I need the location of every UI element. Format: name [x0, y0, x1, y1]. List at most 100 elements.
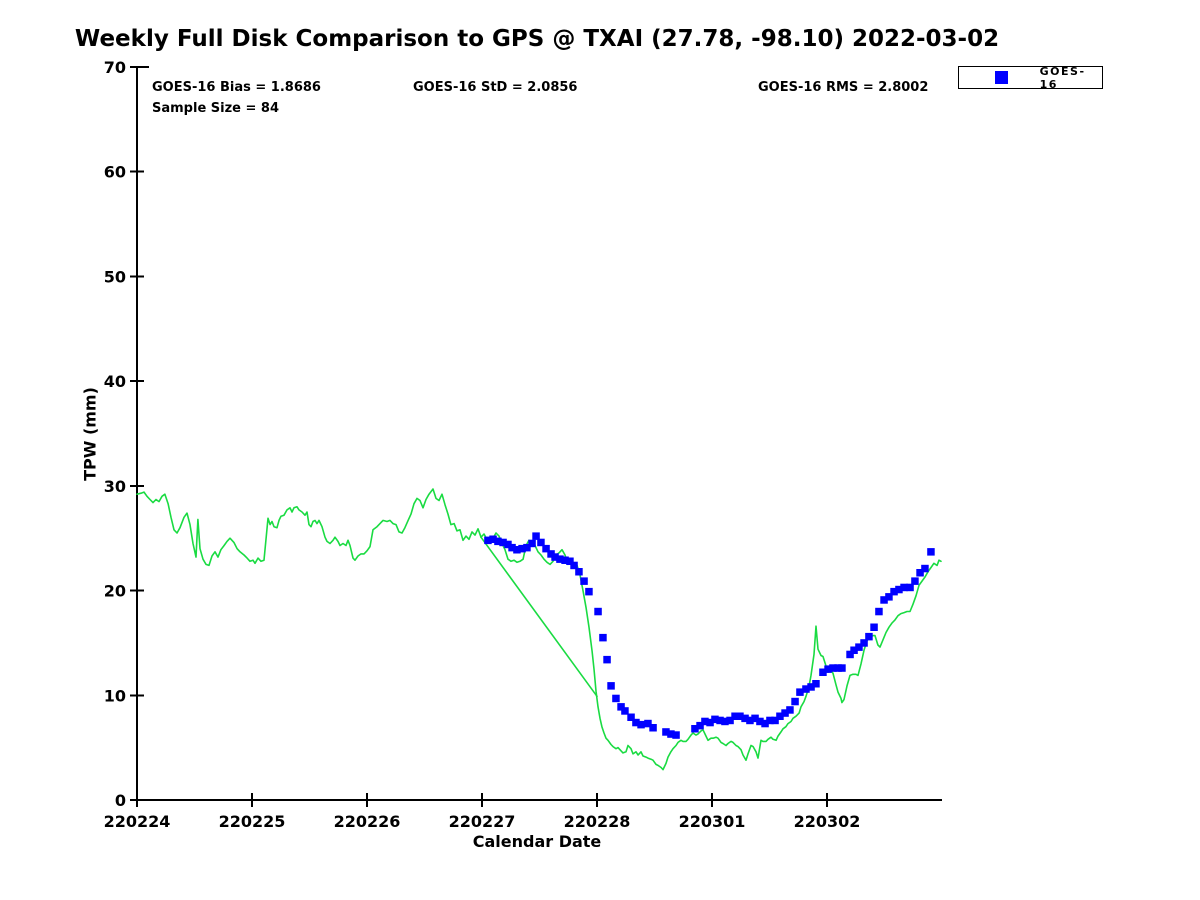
goes-16-point — [489, 535, 497, 543]
goes-16-point — [802, 685, 810, 693]
goes-16-point — [575, 568, 583, 576]
y-tick-label: 10 — [104, 686, 126, 705]
chart-title: Weekly Full Disk Comparison to GPS @ TXA… — [74, 26, 1000, 52]
y-tick-label: 50 — [104, 267, 126, 286]
goes-16-point — [716, 716, 724, 725]
x-tick-label: 220225 — [219, 812, 286, 831]
goes-16-point — [508, 543, 516, 552]
goes-16-point — [812, 680, 820, 688]
goes-16-point — [726, 716, 734, 725]
goes-16-point — [875, 607, 883, 616]
goes-16-point — [599, 633, 607, 642]
y-tick-label: 60 — [104, 163, 126, 182]
goes-16-point — [746, 716, 754, 725]
goes-16-point — [484, 536, 492, 545]
goes-16-point — [796, 688, 804, 696]
goes-16-point — [706, 718, 714, 727]
stat-std: GOES-16 StD = 2.0856 — [413, 80, 578, 95]
goes-16-point — [791, 697, 799, 706]
goes16-square-marker-icon — [995, 71, 1008, 84]
x-axis-title: Calendar Date — [472, 832, 602, 851]
goes-16-point — [607, 682, 615, 690]
goes-16-point — [580, 577, 588, 585]
goes-16-point — [667, 730, 675, 738]
goes-16-point — [537, 538, 545, 547]
goes-16-point — [570, 561, 578, 570]
goes-16-point — [771, 716, 779, 725]
goes-16-point — [612, 694, 620, 703]
goes-16-point — [860, 639, 868, 647]
goes-16-point — [824, 665, 832, 673]
goes-16-point — [731, 712, 739, 720]
goes-16-point — [621, 707, 629, 715]
goes-16-point — [513, 546, 521, 554]
goes-16-point — [547, 550, 555, 558]
goes-16-point — [566, 557, 574, 565]
goes-16-point — [855, 643, 863, 651]
goes-16-point — [594, 607, 602, 616]
goes-16-point — [927, 548, 935, 556]
goes-16-point — [786, 706, 794, 714]
y-axis-title: TPW (mm) — [80, 387, 100, 481]
y-tick-label: 30 — [104, 477, 126, 496]
x-tick-label: 220227 — [449, 812, 516, 831]
goes-16-point — [561, 556, 569, 564]
goes-16-point — [721, 717, 729, 726]
goes-16-point — [632, 718, 640, 727]
goes-16-point — [528, 539, 536, 548]
y-tick-label: 40 — [104, 372, 126, 391]
x-tick-label: 220301 — [679, 812, 746, 831]
goes-16-point — [900, 583, 908, 592]
goes-16-point — [696, 721, 704, 730]
legend-label: GOES-16 — [1039, 64, 1086, 91]
x-tick-label: 220226 — [334, 812, 401, 831]
goes-16-point — [504, 540, 512, 549]
goes-16-point — [741, 714, 749, 723]
y-tick-label: 20 — [104, 582, 126, 601]
goes-16-point — [761, 719, 769, 728]
goes-16-point — [838, 664, 846, 672]
goes-16-point — [921, 564, 929, 573]
goes-16-point — [644, 719, 652, 728]
goes-16-point — [499, 538, 507, 547]
goes-16-point — [880, 596, 888, 604]
goes-16-point — [542, 544, 550, 553]
goes-16-points — [484, 532, 935, 739]
goes-16-point — [807, 683, 815, 691]
y-tick-label: 70 — [104, 58, 126, 77]
x-tick-label: 220224 — [104, 812, 171, 831]
x-tick-label: 220302 — [794, 812, 861, 831]
goes-16-point — [672, 731, 680, 739]
y-tick-label: 0 — [115, 791, 126, 810]
goes-16-point — [736, 712, 744, 720]
goes-16-point — [649, 724, 657, 732]
goes-16-point — [518, 544, 526, 553]
goes-16-point — [585, 587, 593, 596]
goes-16-point — [662, 728, 670, 736]
goes-16-point — [532, 532, 540, 540]
goes-16-point — [776, 712, 784, 720]
goes-16-point — [756, 717, 764, 726]
goes-16-point — [494, 537, 502, 546]
goes-16-point — [911, 577, 919, 585]
goes-16-point — [701, 717, 709, 726]
stat-sample-size: Sample Size = 84 — [152, 101, 280, 116]
goes-16-point — [637, 720, 645, 729]
goes-16-point — [617, 703, 625, 711]
goes-16-point — [895, 585, 903, 594]
gps-tpw-line — [136, 488, 942, 771]
goes-16-point — [691, 725, 699, 733]
goes-16-point — [834, 664, 842, 672]
goes-16-point — [556, 555, 564, 563]
gps-gap-interpolation-line — [480, 536, 598, 698]
goes-16-point — [603, 655, 611, 664]
goes-16-point — [890, 587, 898, 596]
goes-16-point — [751, 714, 759, 723]
goes-16-point — [819, 668, 827, 676]
goes-16-point — [846, 650, 854, 659]
goes-16-point — [551, 553, 559, 561]
goes-16-point — [850, 646, 858, 654]
goes-16-point — [711, 715, 719, 724]
